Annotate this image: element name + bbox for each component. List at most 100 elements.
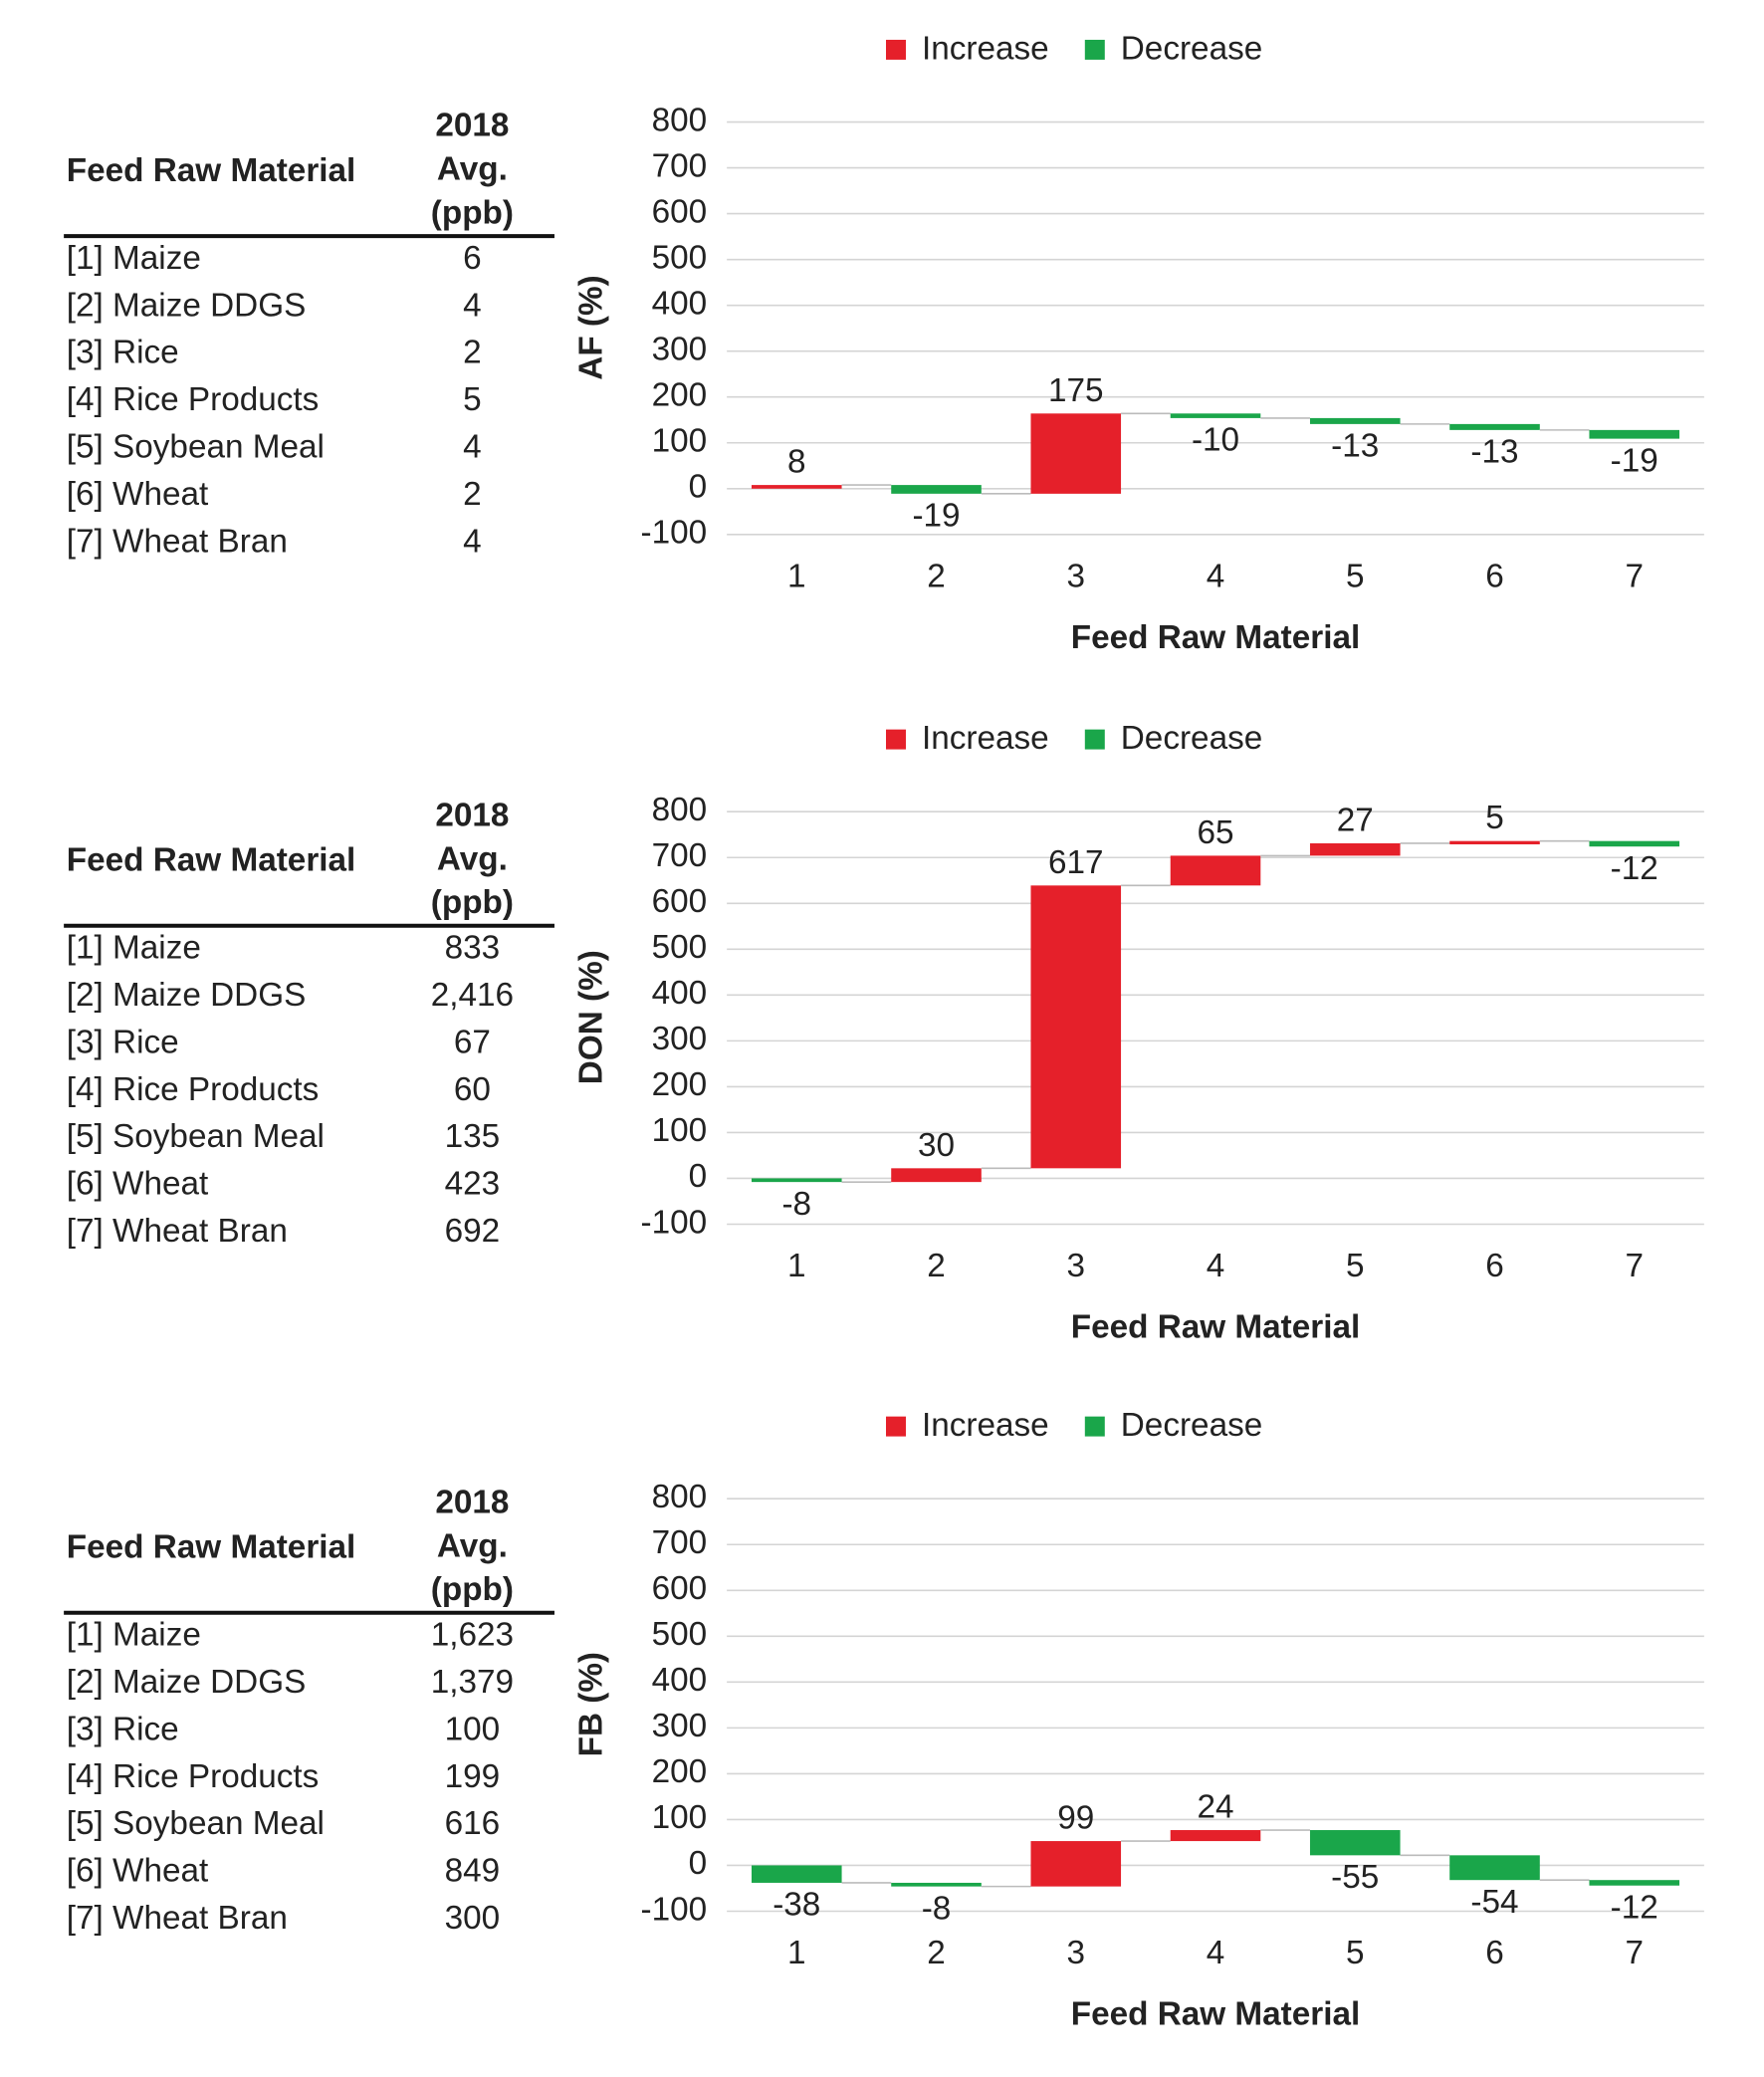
x-tick-label: 3	[1067, 1935, 1086, 1971]
legend-swatch	[1084, 729, 1105, 750]
table-header: Avg.	[437, 151, 508, 188]
legend-label: Increase	[922, 1407, 1049, 1444]
x-tick-label: 7	[1625, 1935, 1644, 1971]
y-tick-label: 100	[652, 423, 708, 460]
legend-label: Decrease	[1121, 1407, 1263, 1444]
table-cell: 199	[445, 1758, 501, 1795]
bar	[1449, 1855, 1540, 1881]
table-cell: [1] Maize	[67, 1617, 201, 1654]
x-tick-label: 1	[787, 1248, 806, 1284]
y-tick-label: -100	[641, 515, 708, 552]
y-tick-label: -100	[641, 1891, 708, 1928]
data-label: 65	[1197, 814, 1233, 851]
table-cell: [4] Rice Products	[67, 381, 320, 418]
table-cell: [1] Maize	[67, 240, 201, 277]
bar	[1170, 413, 1261, 418]
x-tick-label: 5	[1346, 559, 1365, 595]
x-tick-label: 6	[1485, 1248, 1504, 1284]
bar	[751, 1865, 842, 1883]
y-tick-label: 500	[652, 239, 708, 276]
legend-swatch	[1084, 39, 1105, 60]
x-tick-label: 5	[1346, 1935, 1365, 1971]
legend-label: Decrease	[1121, 720, 1263, 757]
x-tick-label: 4	[1207, 559, 1225, 595]
table-cell: [6] Wheat	[67, 1853, 209, 1890]
table-cell: [3] Rice	[67, 1711, 179, 1747]
bar	[1589, 840, 1680, 847]
table-cell: 2	[463, 335, 482, 371]
y-axis-label: FB (%)	[572, 1652, 609, 1756]
y-tick-label: 700	[652, 837, 708, 874]
x-tick-label: 3	[1067, 559, 1086, 595]
bar	[891, 485, 982, 494]
bar	[1309, 417, 1401, 424]
table-cell: 849	[445, 1853, 501, 1890]
bar	[1309, 1830, 1401, 1856]
y-tick-label: 0	[689, 469, 708, 506]
bar	[1449, 840, 1540, 845]
data-label: -8	[781, 1186, 811, 1223]
y-tick-label: 500	[652, 1616, 708, 1653]
x-tick-label: 5	[1346, 1248, 1365, 1284]
table-cell: 2	[463, 476, 482, 513]
y-tick-label: 200	[652, 1066, 708, 1103]
x-tick-label: 1	[787, 1935, 806, 1971]
y-tick-label: 600	[652, 883, 708, 920]
y-tick-label: 0	[689, 1845, 708, 1882]
table-header: Feed Raw Material	[67, 1529, 356, 1566]
table-cell: [1] Maize	[67, 930, 201, 967]
y-tick-label: 200	[652, 1753, 708, 1790]
table-cell: [6] Wheat	[67, 476, 209, 513]
bar	[1589, 1880, 1680, 1886]
table-cell: 5	[463, 381, 482, 418]
legend-label: Decrease	[1121, 30, 1263, 67]
x-axis-label: Feed Raw Material	[1071, 1996, 1361, 2033]
legend-swatch	[1084, 1416, 1105, 1437]
table-cell: 300	[445, 1900, 501, 1937]
data-label: 30	[918, 1127, 955, 1164]
y-tick-label: 300	[652, 1021, 708, 1057]
y-tick-label: -100	[641, 1204, 708, 1241]
table-cell: 135	[445, 1118, 501, 1155]
table-cell: [4] Rice Products	[67, 1758, 320, 1795]
x-tick-label: 2	[927, 1248, 946, 1284]
data-label: -19	[1611, 442, 1658, 479]
y-tick-label: 500	[652, 929, 708, 966]
bar	[1309, 842, 1401, 856]
data-label: -13	[1331, 428, 1379, 465]
bar	[1030, 1841, 1122, 1887]
y-tick-label: 800	[652, 792, 708, 828]
data-label: -13	[1470, 434, 1518, 471]
y-tick-label: 200	[652, 377, 708, 414]
table-header: 2018	[435, 797, 509, 833]
x-tick-label: 1	[787, 559, 806, 595]
table-cell: 616	[445, 1805, 501, 1842]
x-tick-label: 4	[1207, 1248, 1225, 1284]
data-label: 5	[1485, 800, 1504, 836]
table-cell: [5] Soybean Meal	[67, 1805, 325, 1842]
table-cell: 100	[445, 1711, 501, 1747]
x-tick-label: 7	[1625, 559, 1644, 595]
data-label: 99	[1057, 1800, 1094, 1837]
y-tick-label: 700	[652, 1524, 708, 1561]
y-tick-label: 600	[652, 193, 708, 230]
bar	[1030, 885, 1122, 1169]
bar	[1170, 1830, 1261, 1842]
table-cell: [7] Wheat Bran	[67, 523, 288, 560]
table-cell: [7] Wheat Bran	[67, 1900, 288, 1937]
table-header: 2018	[435, 1484, 509, 1520]
table-header: Feed Raw Material	[67, 842, 356, 879]
table-cell: 1,379	[431, 1664, 514, 1701]
table-cell: [2] Maize DDGS	[67, 1664, 307, 1701]
table-cell: 4	[463, 287, 482, 324]
x-tick-label: 4	[1207, 1935, 1225, 1971]
data-label: 27	[1337, 802, 1374, 838]
y-tick-label: 800	[652, 102, 708, 138]
x-tick-label: 7	[1625, 1248, 1644, 1284]
table-cell: [3] Rice	[67, 1024, 179, 1060]
table-cell: 6	[463, 240, 482, 277]
table-cell: 833	[445, 930, 501, 967]
y-tick-label: 600	[652, 1570, 708, 1607]
table-cell: [6] Wheat	[67, 1166, 209, 1203]
